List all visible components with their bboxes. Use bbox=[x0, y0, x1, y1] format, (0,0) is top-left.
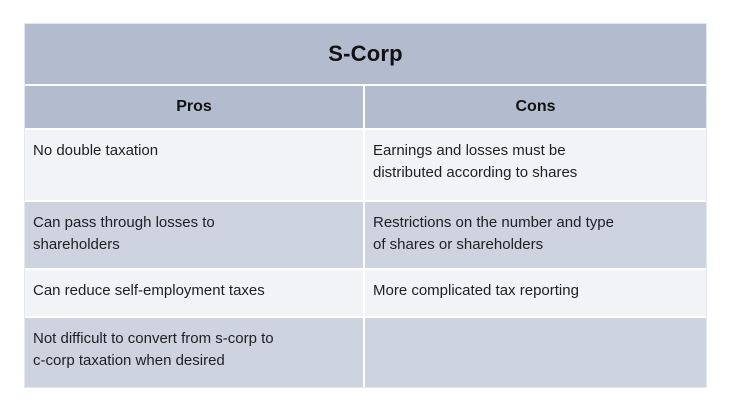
column-header-cons: Cons bbox=[365, 86, 706, 128]
column-header-pros: Pros bbox=[25, 86, 363, 128]
scorp-pros-cons-table: S-Corp Pros Cons No double taxation Earn… bbox=[24, 23, 707, 388]
pros-cell-row-2: Can pass through losses to shareholders bbox=[25, 202, 363, 268]
cons-cell-row-3: More complicated tax reporting bbox=[365, 270, 706, 316]
pros-cell-row-1: No double taxation bbox=[25, 130, 363, 200]
pros-cell-row-3: Can reduce self-employment taxes bbox=[25, 270, 363, 316]
cons-cell-row-4 bbox=[365, 318, 706, 387]
cons-cell-row-2: Restrictions on the number and type of s… bbox=[365, 202, 706, 268]
cons-cell-row-1: Earnings and losses must be distributed … bbox=[365, 130, 706, 200]
table-title: S-Corp bbox=[25, 24, 706, 84]
pros-cell-row-4: Not difficult to convert from s-corp to … bbox=[25, 318, 363, 387]
